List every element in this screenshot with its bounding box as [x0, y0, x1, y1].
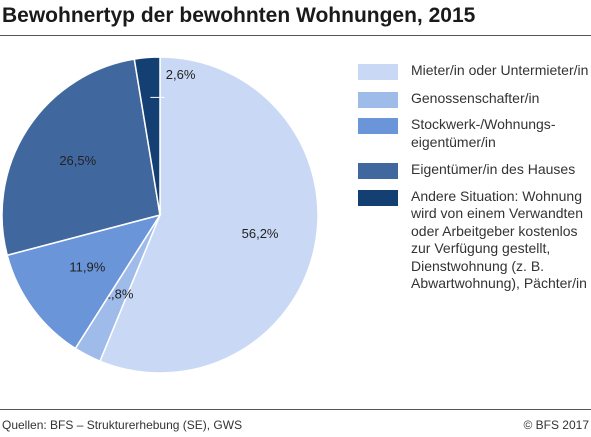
pie-slice [133, 56, 161, 216]
pie-slice [99, 56, 319, 374]
slice-value-label: 11,9% [69, 260, 105, 275]
legend-label: Mieter/in oder Untermieter/in [411, 62, 589, 78]
footer-divider [0, 409, 591, 410]
legend-label: Stockwerk-/Wohnungs­eigentümer/in [411, 116, 556, 150]
pie-slice [1, 58, 161, 257]
legend: Mieter/in oder Untermieter/in Genossensch… [358, 62, 591, 293]
legend-item: Genossenschafter/in [358, 90, 591, 108]
legend-swatch [358, 64, 398, 80]
pie-chart: 56,2%2,8%11,9%26,5%2,6% [1, 56, 319, 374]
slice-value-label: 56,2% [242, 226, 279, 241]
pie-slice [6, 213, 162, 350]
legend-swatch [358, 118, 398, 134]
legend-label: Eigentümer/in des Hauses [411, 161, 576, 177]
legend-label: Andere Situation: Wohnung wird von einem… [411, 187, 587, 292]
copyright-note: © BFS 2017 [523, 418, 589, 432]
legend-label: Genossenschafter/in [411, 89, 540, 106]
legend-swatch [358, 189, 398, 206]
slice-value-label: 26,5% [59, 153, 96, 168]
legend-item: Eigentümer/in des Hauses [358, 161, 591, 179]
source-note: Quellen: BFS – Strukturerhebung (SE), GW… [2, 418, 243, 432]
legend-item: Andere Situation: Wohnung wird von einem… [358, 188, 591, 293]
legend-item: Stockwerk-/Wohnungs­eigentümer/in [358, 116, 591, 151]
title-divider [0, 35, 591, 36]
chart-title: Bewohnertyp der bewohnten Wohnungen, 201… [2, 4, 476, 27]
legend-item: Mieter/in oder Untermieter/in [358, 62, 591, 80]
legend-swatch [358, 91, 398, 108]
legend-swatch [358, 163, 398, 179]
slice-value-label: 2,6% [166, 67, 196, 82]
